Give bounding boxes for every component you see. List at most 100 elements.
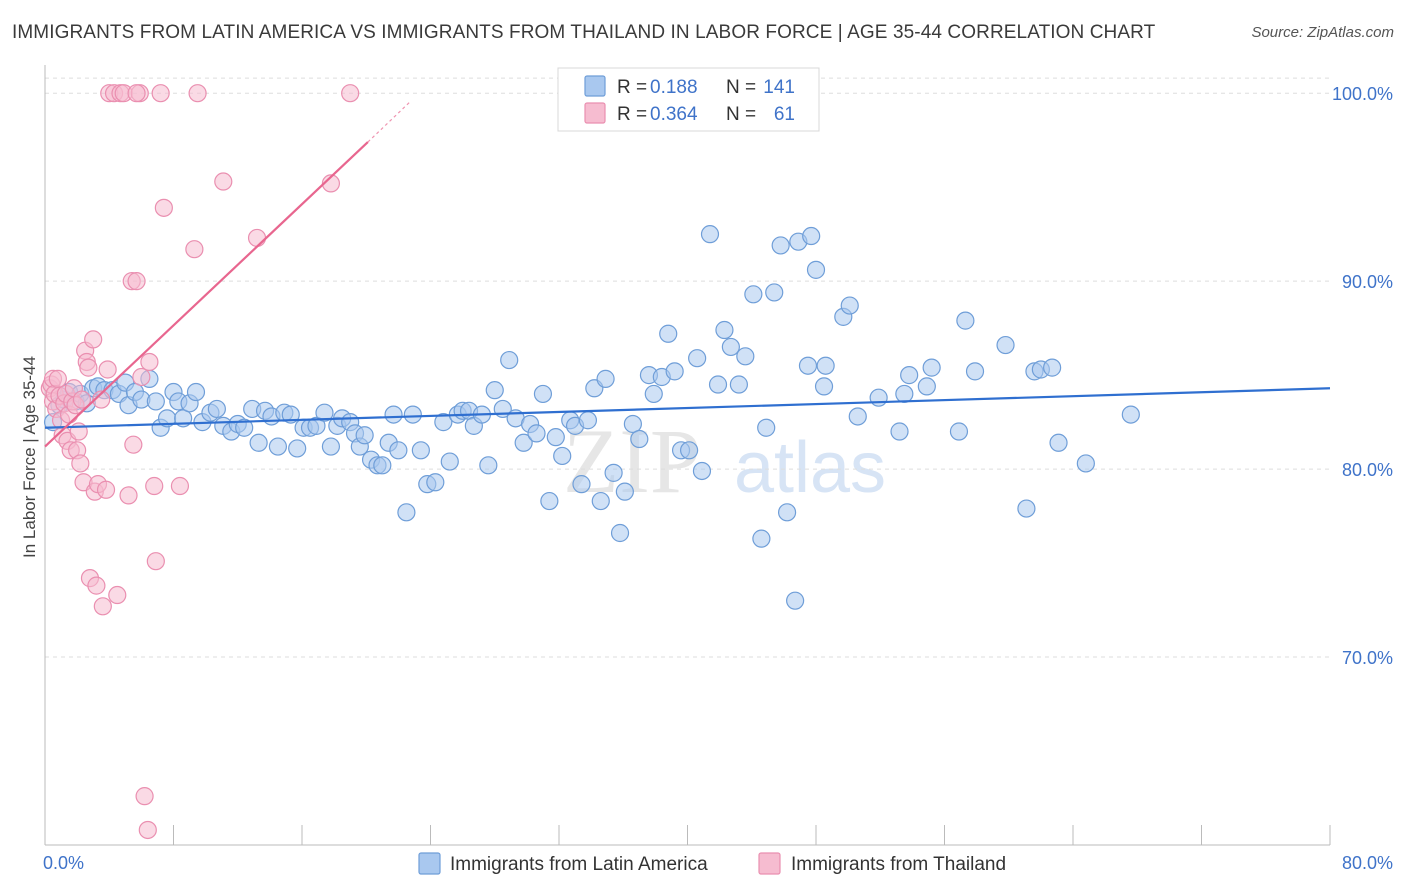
data-point — [500, 350, 519, 370]
y-tick-label: 90.0% — [1342, 272, 1393, 292]
data-point — [247, 228, 267, 248]
legend-bottom-swatch-thai — [758, 852, 781, 875]
data-point — [917, 377, 936, 396]
legend-swatch-thai — [584, 102, 606, 124]
data-point — [440, 452, 459, 471]
y-tick-label: 100.0% — [1332, 84, 1393, 104]
data-point — [132, 367, 151, 387]
data-point — [96, 480, 116, 499]
chart-title: IMMIGRANTS FROM LATIN AMERICA VS IMMIGRA… — [12, 22, 1156, 43]
y-tick-label: 70.0% — [1342, 648, 1393, 668]
data-point — [729, 375, 749, 394]
data-point — [895, 384, 914, 404]
data-point — [527, 424, 546, 443]
data-point — [700, 225, 720, 244]
tick-labels: 70.0% 80.0% 90.0% 100.0% 0.0% 80.0% — [43, 84, 1393, 873]
data-point — [665, 362, 684, 381]
data-point — [154, 198, 173, 217]
data-point — [578, 411, 598, 430]
data-point — [214, 172, 233, 191]
series-thailand — [40, 84, 360, 840]
data-point — [514, 433, 533, 452]
data-point — [71, 454, 90, 473]
chart-source: Source: ZipAtlas.com — [1251, 24, 1394, 41]
legend-n-value-latin: 141 — [763, 77, 795, 98]
data-point — [288, 439, 307, 458]
legend-n-label-thai: N = — [726, 104, 756, 125]
legend-top: R = 0.188 N = 141 R = 0.364 N = 61 — [557, 67, 820, 132]
data-point — [145, 476, 164, 496]
data-point — [777, 503, 797, 522]
data-point — [604, 463, 623, 482]
data-point — [814, 377, 834, 396]
data-point — [848, 407, 867, 426]
legend-r-value-thai: 0.364 — [650, 104, 698, 125]
data-point — [124, 435, 143, 454]
data-point — [281, 405, 300, 424]
data-point — [540, 491, 559, 511]
data-point — [373, 456, 392, 475]
data-point — [615, 482, 634, 501]
series-latin-america — [43, 225, 1140, 610]
data-point — [485, 381, 504, 400]
data-point — [186, 382, 206, 402]
data-point — [922, 358, 941, 377]
data-point — [92, 390, 111, 409]
data-point — [146, 392, 165, 411]
data-point — [146, 552, 165, 571]
legend-r-label-latin: R = — [617, 77, 647, 98]
watermark-atlas: atlas — [734, 428, 886, 508]
data-point — [996, 335, 1015, 355]
x-tick-label: 0.0% — [43, 853, 84, 873]
data-point — [692, 461, 712, 481]
trendline-thailand-extension — [367, 100, 412, 143]
data-point — [806, 260, 826, 279]
data-point — [736, 347, 755, 366]
data-point — [533, 384, 553, 404]
data-point — [1017, 499, 1036, 518]
data-point — [426, 473, 445, 492]
data-point — [185, 240, 204, 259]
data-point — [765, 283, 784, 302]
data-point — [355, 426, 374, 445]
data-point — [138, 820, 157, 840]
data-point — [715, 320, 734, 340]
data-point — [949, 422, 969, 441]
data-point — [869, 388, 888, 407]
data-point — [188, 84, 207, 103]
data-point — [72, 390, 92, 409]
data-point — [721, 337, 740, 357]
data-point — [771, 236, 790, 255]
data-point — [411, 441, 430, 460]
data-point — [757, 418, 776, 437]
legend-r-label-thai: R = — [617, 104, 647, 125]
data-point — [403, 405, 422, 424]
data-point — [321, 437, 341, 456]
data-point — [108, 585, 127, 605]
legend-n-label-latin: N = — [726, 77, 756, 98]
data-point — [140, 352, 159, 372]
legend-bottom-label-thai: Immigrants from Thailand — [791, 854, 1006, 875]
data-point — [659, 324, 678, 343]
data-point — [397, 503, 416, 522]
data-point — [93, 597, 112, 616]
data-point — [127, 272, 146, 291]
data-point — [79, 358, 98, 377]
data-point — [268, 437, 288, 456]
data-point — [48, 369, 67, 388]
data-point — [890, 422, 909, 441]
y-axis-label: In Labor Force | Age 35-44 — [20, 356, 39, 558]
trendline-thailand — [44, 141, 369, 448]
data-point — [1049, 433, 1068, 452]
data-point — [249, 433, 268, 452]
data-point — [572, 475, 591, 494]
data-point — [1043, 358, 1062, 377]
data-point — [235, 418, 254, 437]
data-point — [84, 330, 103, 349]
data-point — [207, 399, 226, 419]
axes — [44, 65, 1331, 846]
data-point — [900, 366, 919, 385]
data-point — [1076, 454, 1095, 473]
data-point — [708, 375, 728, 394]
